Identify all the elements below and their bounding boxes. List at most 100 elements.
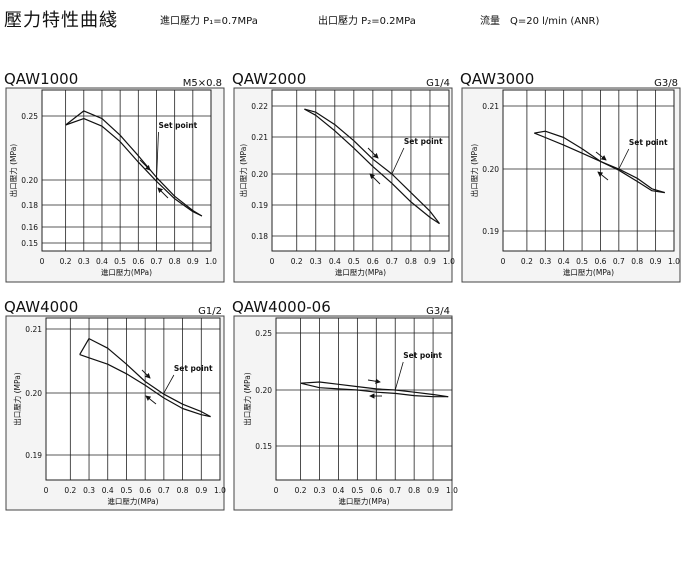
x-tick-label: 0.2 [64,486,76,495]
y-tick-label: 0.15 [255,442,272,451]
x-tick-label: 0.9 [650,257,662,266]
x-tick-label: 0.5 [120,486,132,495]
characteristic-curve [304,108,440,224]
x-tick-label: 0.8 [169,257,181,266]
chart-model-title: QAW4000 [4,298,78,316]
x-tick-label: 0.3 [539,257,551,266]
y-axis-label: 出口壓力 (MPa) [469,144,479,198]
chart-model-title: QAW1000 [4,70,78,88]
x-tick-label: 0.7 [158,486,170,495]
y-tick-label: 0.18 [251,232,268,241]
characteristic-curve [65,117,203,217]
x-tick-label: 0.2 [60,257,72,266]
chart-model-title: QAW2000 [232,70,306,88]
characteristic-curve [534,132,665,194]
y-tick-label: 0.25 [255,329,272,338]
x-tick-label: 0.2 [521,257,533,266]
x-axis-label: 進口壓力(MPa) [107,496,158,506]
x-tick-label: 0.6 [139,486,151,495]
x-tick-label: 0.9 [187,257,199,266]
x-tick-label: 0.5 [348,257,360,266]
x-tick-label: 0 [274,486,279,495]
chart-qaw2000: QAW2000 G1/4 0 0.2 0.3 0.4 0.5 0.6 0.7 0.8 0.9 1.0 0… [232,70,455,283]
x-tick-label: 0.6 [594,257,606,266]
flow-rate-condition: 流量 Q=20 l/min (ANR) [480,16,600,27]
plot-area [41,89,212,252]
x-tick-label: 0.4 [96,257,108,266]
characteristic-curve [304,108,440,225]
set-point-label: Set point [174,364,213,373]
x-tick-label: 0.7 [151,257,163,266]
page-title: 壓力特性曲綫 [4,10,118,31]
y-tick-label: 0.21 [25,325,42,334]
x-tick-label: 0.4 [329,257,341,266]
y-axis-label: 出口壓力 (MPa) [12,372,22,426]
x-tick-label: 0.5 [576,257,588,266]
set-point-leader [391,147,405,175]
direction-arrow [367,147,379,159]
x-tick-label: 0.3 [83,486,95,495]
x-tick-label: 0.7 [386,257,398,266]
set-point-leader [394,361,404,391]
chart-qaw1000: QAW1000 M5×0.8 0 0.2 0.3 0.4 0.5 0.6 0.7 0.8 0.9 1.… [4,70,225,283]
y-tick-label: 0.20 [255,386,272,395]
x-tick-label: 0 [501,257,506,266]
y-tick-label: 0.19 [251,201,268,210]
plot-area [502,89,675,252]
x-tick-label: 0.7 [613,257,625,266]
x-tick-label: 1.0 [205,257,217,266]
y-tick-label: 0.16 [21,223,38,232]
chart-port-size: G3/4 [426,306,450,317]
y-axis-label: 出口壓力 (MPa) [8,144,18,198]
x-tick-label: 0.8 [408,486,420,495]
x-tick-label: 0.6 [370,486,382,495]
x-tick-label: 0.8 [405,257,417,266]
x-tick-label: 0.8 [177,486,189,495]
x-tick-label: 0.2 [295,486,307,495]
set-point-label: Set point [158,121,197,130]
y-tick-label: 0.19 [25,451,42,460]
y-axis-label: 出口壓力 (MPa) [242,372,252,426]
y-tick-label: 0.20 [21,176,38,185]
x-tick-label: 0.6 [367,257,379,266]
x-tick-label: 0.9 [195,486,207,495]
direction-arrow [367,378,381,384]
y-tick-label: 0.25 [21,112,38,121]
y-tick-label: 0.20 [251,170,268,179]
characteristic-curve [79,338,211,418]
x-tick-label: 0.7 [389,486,401,495]
x-tick-label: 0.3 [310,257,322,266]
x-tick-label: 0.2 [291,257,303,266]
y-tick-label: 0.15 [21,239,38,248]
direction-arrow [141,369,151,379]
y-tick-label: 0.21 [482,102,499,111]
y-tick-label: 0.18 [21,201,38,210]
x-tick-label: 0.3 [314,486,326,495]
set-point-leader [163,374,175,394]
chart-model-title: QAW4000-06 [232,298,331,316]
page-header: 壓力特性曲綫 進口壓力 P₁=0.7MPa 出口壓力 P₂=0.2MPa 流量 … [0,0,686,40]
chart-port-size: G3/8 [654,78,678,89]
y-tick-label: 0.21 [251,133,268,142]
chart-model-title: QAW3000 [460,70,534,88]
direction-arrow [369,173,381,185]
x-axis-label: 進口壓力(MPa) [338,496,389,506]
characteristic-curve [300,382,449,398]
set-point-leader [156,131,159,181]
chart-qaw4000: QAW4000 G1/2 0 0.2 0.3 0.4 0.5 0.6 0.7 0.8 0.9 1.0 0… [4,298,226,511]
x-tick-label: 0.4 [102,486,114,495]
characteristic-curve [65,110,203,217]
x-tick-label: 0 [44,486,49,495]
inlet-pressure-condition: 進口壓力 P₁=0.7MPa [160,16,258,27]
x-tick-label: 0.3 [78,257,90,266]
chart-port-size: M5×0.8 [183,78,222,89]
y-tick-label: 0.20 [482,165,499,174]
direction-arrow [145,395,157,405]
chart-port-size: G1/2 [198,306,222,317]
x-tick-label: 0.4 [332,486,344,495]
y-axis-label: 出口壓力 (MPa) [238,144,248,198]
characteristic-curve [79,354,211,418]
x-tick-label: 0 [40,257,45,266]
y-tick-label: 0.20 [25,389,42,398]
